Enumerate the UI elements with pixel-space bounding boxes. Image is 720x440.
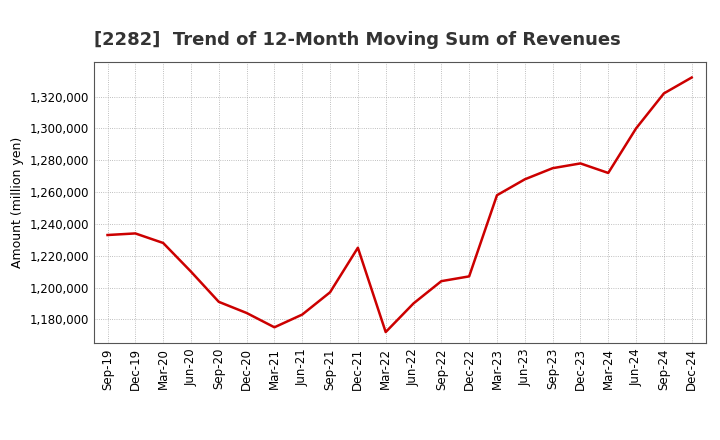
Text: [2282]  Trend of 12-Month Moving Sum of Revenues: [2282] Trend of 12-Month Moving Sum of R… [94,31,621,49]
Y-axis label: Amount (million yen): Amount (million yen) [11,137,24,268]
